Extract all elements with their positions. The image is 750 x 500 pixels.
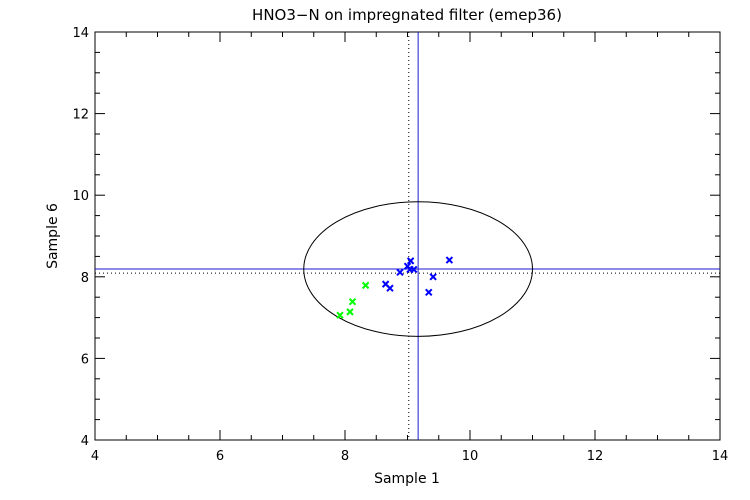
x-tick-label: 4 bbox=[91, 449, 99, 464]
blue-point bbox=[386, 284, 394, 292]
y-tick-label: 12 bbox=[72, 108, 89, 123]
point-stroke bbox=[336, 311, 344, 319]
point-stroke bbox=[429, 273, 437, 281]
y-tick-label: 8 bbox=[81, 271, 89, 286]
y-tick-label: 6 bbox=[81, 352, 89, 367]
point-stroke bbox=[396, 268, 404, 277]
y-tick-label: 4 bbox=[81, 434, 89, 449]
x-tick-label: 8 bbox=[341, 449, 349, 464]
x-tick-label: 12 bbox=[587, 449, 604, 464]
point-stroke bbox=[406, 257, 415, 265]
green-point bbox=[336, 311, 344, 319]
chart-title: HNO3−N on impregnated filter (emep36) bbox=[252, 6, 562, 24]
blue-point bbox=[410, 265, 418, 274]
point-stroke bbox=[361, 281, 370, 290]
y-tick-label: 14 bbox=[72, 26, 89, 41]
green-point bbox=[348, 297, 357, 306]
y-tick-label: 10 bbox=[72, 189, 89, 204]
blue-point bbox=[406, 257, 415, 265]
point-stroke bbox=[386, 284, 394, 292]
green-point bbox=[361, 281, 370, 290]
point-stroke bbox=[381, 280, 390, 288]
blue-point bbox=[396, 268, 404, 277]
x-tick-label: 6 bbox=[216, 449, 224, 464]
x-tick-label: 14 bbox=[712, 449, 729, 464]
x-tick-label: 10 bbox=[462, 449, 479, 464]
blue-point bbox=[425, 288, 433, 297]
blue-point bbox=[429, 273, 437, 281]
point-stroke bbox=[346, 308, 354, 316]
confidence-ellipse bbox=[303, 201, 533, 337]
green-point bbox=[346, 308, 354, 316]
point-stroke bbox=[410, 265, 418, 274]
plot-frame bbox=[94, 31, 721, 441]
point-stroke bbox=[348, 297, 357, 306]
y-axis-label: Sample 6 bbox=[45, 203, 61, 269]
blue-point bbox=[445, 256, 454, 264]
point-stroke bbox=[425, 288, 433, 297]
x-axis-label: Sample 1 bbox=[374, 471, 440, 487]
point-stroke bbox=[445, 256, 454, 264]
